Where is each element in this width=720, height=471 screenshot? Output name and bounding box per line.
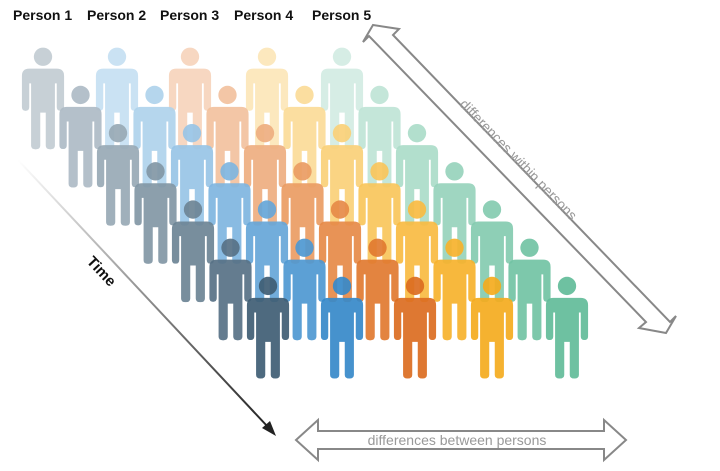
between-persons-arrow bbox=[294, 417, 628, 463]
person-3-figure-t7 bbox=[393, 276, 437, 379]
time-label: Time bbox=[83, 253, 119, 290]
person-5-figure-t6 bbox=[508, 238, 551, 341]
person-1-figure-t3 bbox=[96, 123, 140, 226]
between-persons-label: differences between persons bbox=[368, 432, 547, 448]
time-arrow bbox=[17, 159, 276, 436]
person-4-figure-t6 bbox=[433, 238, 476, 341]
person-1-figure-t4 bbox=[134, 162, 177, 264]
person-1-figure-t6 bbox=[209, 238, 252, 341]
person-2-label: Person 2 bbox=[87, 7, 147, 23]
person-1-figure-t2 bbox=[59, 85, 102, 188]
person-4-figure-t7 bbox=[470, 276, 514, 379]
person-1-figure-t7 bbox=[246, 276, 290, 379]
person-5-label: Person 5 bbox=[312, 7, 372, 23]
person-1-figure-t1 bbox=[21, 47, 65, 150]
people-grid bbox=[21, 47, 589, 379]
person-1-figure-t5 bbox=[171, 200, 215, 303]
person-4-label: Person 4 bbox=[234, 7, 294, 23]
within-persons-arrow bbox=[362, 23, 677, 335]
person-3-label: Person 3 bbox=[160, 7, 220, 23]
person-1-label: Person 1 bbox=[13, 7, 73, 23]
person-5-figure-t7 bbox=[545, 276, 589, 379]
